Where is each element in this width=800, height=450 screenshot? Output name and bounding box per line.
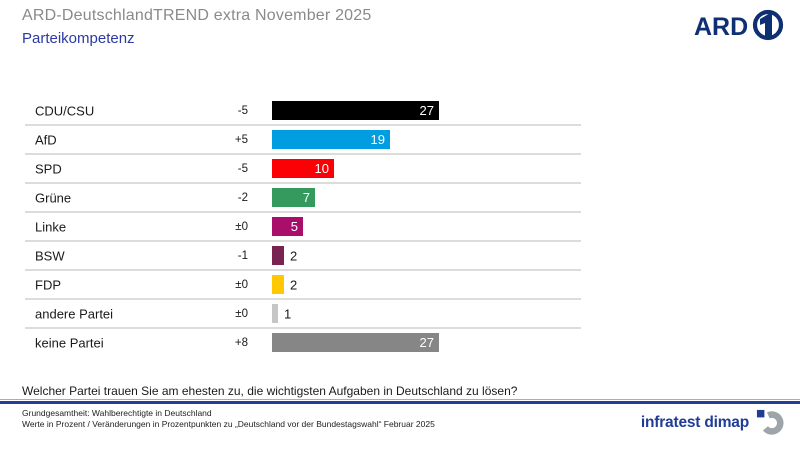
change-value: -1 [237,249,248,262]
source-note-line2: Werte in Prozent / Veränderungen in Proz… [22,419,435,429]
bar: 27 [272,333,439,352]
chart-title: Parteikompetenz [22,30,135,47]
dimap-ring-icon [762,411,784,435]
page-title: ARD-DeutschlandTREND extra November 2025 [22,7,372,24]
party-label: CDU/CSU [35,103,95,118]
chart-row: Linke ±0 5 [0,212,800,242]
dimap-square-icon [756,409,765,418]
row-separator [25,153,581,155]
row-separator [25,211,581,213]
row-separator [25,182,581,184]
bar [272,304,278,323]
row-separator [25,240,581,242]
chart-row: AfD +5 19 [0,125,800,155]
ard-one-icon [760,12,772,37]
bar: 5 [272,217,303,236]
party-label: FDP [35,277,61,292]
row-separator [25,124,581,126]
infratest-dimap-logo-icon [756,409,784,435]
change-value: +8 [234,336,248,349]
change-value: -2 [237,191,248,204]
bar-value: 1 [284,306,292,321]
party-label: BSW [35,248,65,263]
party-competence-chart: CDU/CSU -5 27 AfD +5 19 SPD -5 10 Grüne … [0,96,800,357]
bar: 10 [272,159,334,178]
change-value: +5 [234,133,248,146]
party-label: andere Partei [35,306,114,321]
bar: 19 [272,130,390,149]
chart-row: keine Partei +8 27 [0,328,800,357]
chart-row: CDU/CSU -5 27 [0,96,800,126]
row-separator [25,327,581,329]
change-value: ±0 [235,278,248,291]
footer-divider [0,399,800,404]
change-value: -5 [237,104,248,117]
ard-logo-text: ARD [694,13,748,41]
bar-value: 19 [370,132,385,147]
bar-value: 5 [290,219,298,234]
infratest-dimap-brand: infratest dimap [641,408,784,438]
chart-row: FDP ±0 2 [0,270,800,300]
bar: 7 [272,188,315,207]
bar-value: 2 [290,277,298,292]
divider-blue-line [0,401,800,404]
ard-circle-icon [752,9,784,41]
divider-gray-line [0,399,800,400]
party-label: keine Partei [35,335,104,350]
bar-value: 10 [314,161,329,176]
change-value: ±0 [235,307,248,320]
bar [272,246,284,265]
bar [272,275,284,294]
row-separator [25,298,581,300]
source-notes: Grundgesamtheit: Wahlberechtigte in Deut… [22,408,435,430]
ard-logo-icon: ARD [694,9,784,41]
infratest-dimap-wordmark: infratest dimap [640,414,749,431]
party-label: SPD [35,161,62,176]
chart-row: andere Partei ±0 1 [0,299,800,329]
party-label: Grüne [35,190,72,205]
party-label: Linke [35,219,67,234]
bar-value: 7 [302,190,310,205]
bar: 27 [272,101,439,120]
survey-question: Welcher Partei trauen Sie am ehesten zu,… [22,384,518,398]
party-label: AfD [35,132,57,147]
chart-row: SPD -5 10 [0,154,800,184]
chart-row: BSW -1 2 [0,241,800,271]
chart-row: Grüne -2 7 [0,183,800,213]
change-value: ±0 [235,220,248,233]
change-value: -5 [237,162,248,175]
bar-value: 2 [290,248,298,263]
source-note-line1: Grundgesamtheit: Wahlberechtigte in Deut… [22,408,212,418]
row-separator [25,269,581,271]
bar-value: 27 [419,335,434,350]
bar-value: 27 [419,103,434,118]
